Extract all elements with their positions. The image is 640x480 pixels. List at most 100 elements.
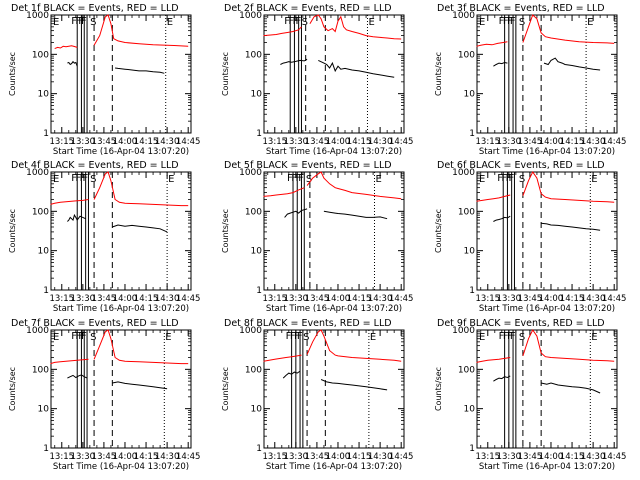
x-axis-label: Start Time (16-Apr-04 13:07:20): [479, 304, 615, 314]
y-tick-label: 1: [469, 129, 475, 139]
y-tick-label: 10: [38, 90, 50, 100]
x-tick-label: 14:30: [155, 294, 180, 304]
y-tick-label: 1000: [26, 11, 49, 21]
detector-panel-4: Det 4f BLACK = Events, RED = LLD 1 10 100 10…: [8, 160, 200, 314]
y-axis-label: Counts/sec: [221, 367, 230, 411]
x-tick-label: 13:45: [305, 294, 330, 304]
events-series-line: [323, 210, 388, 220]
events-series-line: [115, 67, 165, 74]
x-axis-label: Start Time (16-Apr-04 13:07:20): [266, 304, 402, 314]
y-tick-label: 10: [464, 405, 476, 415]
lld-series-line: [522, 14, 615, 44]
end-marker-label-left: E: [53, 174, 59, 185]
x-tick-label: 13:30: [284, 137, 309, 147]
x-tick-label: 14:15: [134, 452, 159, 462]
panel-title: Det 7f BLACK = Events, RED = LLD: [11, 318, 179, 329]
flare-marker-label: F: [298, 173, 304, 184]
flare-marker-label: F: [293, 16, 299, 27]
x-tick-label: 14:45: [602, 452, 627, 462]
x-tick-label: 13:30: [284, 452, 309, 462]
x-axis-label: Start Time (16-Apr-04 13:07:20): [53, 304, 189, 314]
events-series-line: [112, 381, 168, 390]
detector-panel-3: Det 3f BLACK = Events, RED = LLD 1 10 100 10…: [434, 3, 626, 157]
x-tick-label: 14:30: [155, 137, 180, 147]
plot-frame: [50, 171, 192, 291]
flare-marker-label: F: [510, 16, 516, 27]
x-tick-label: 13:30: [284, 294, 309, 304]
flare-marker-label: F: [508, 173, 514, 184]
x-tick-label: 14:00: [113, 452, 138, 462]
y-tick-label: 100: [458, 365, 475, 375]
events-series-line: [67, 213, 86, 222]
flare-marker-label: F: [78, 331, 84, 342]
end-marker-label-left: E: [53, 17, 59, 28]
x-axis-label: Start Time (16-Apr-04 13:07:20): [53, 462, 189, 472]
flare-marker-label: F: [499, 331, 505, 342]
y-tick-label: 1: [43, 129, 49, 139]
events-series-line: [318, 59, 395, 78]
lld-series-line: [522, 171, 615, 203]
flare-marker-label: F: [288, 16, 294, 27]
flare-marker-label: F: [507, 331, 513, 342]
flare-marker-label: F: [71, 173, 77, 184]
y-tick-label: 100: [245, 365, 262, 375]
flare-marker-label: F: [501, 173, 507, 184]
x-tick-label: 14:00: [539, 294, 564, 304]
start-marker-label: S: [519, 17, 525, 28]
x-tick-label: 14:00: [539, 452, 564, 462]
x-tick-label: 14:30: [368, 137, 393, 147]
flare-marker-label: F: [75, 16, 81, 27]
y-tick-label: 1000: [26, 326, 49, 336]
events-series-line: [493, 215, 511, 222]
flare-marker-label: F: [80, 173, 86, 184]
y-tick-label: 100: [458, 207, 475, 217]
x-tick-label: 14:00: [326, 294, 351, 304]
plot-frame: [263, 329, 405, 449]
x-tick-label: 13:45: [518, 294, 543, 304]
flare-marker-label: F: [507, 16, 513, 27]
y-axis-label: Counts/sec: [221, 209, 230, 253]
lld-series-line: [50, 199, 89, 205]
flare-marker-label: F: [82, 173, 88, 184]
x-tick-label: 14:00: [326, 452, 351, 462]
x-tick-label: 14:45: [389, 137, 414, 147]
flare-marker-label: F: [295, 16, 301, 27]
x-tick-label: 14:15: [560, 294, 585, 304]
y-tick-label: 100: [245, 207, 262, 217]
flare-marker-label: F: [506, 173, 512, 184]
lld-series-line: [93, 329, 189, 365]
x-tick-label: 13:30: [497, 137, 522, 147]
x-axis-label: Start Time (16-Apr-04 13:07:20): [266, 462, 402, 472]
flare-marker-label: F: [81, 16, 87, 27]
detector-panel-7: Det 7f BLACK = Events, RED = LLD 1 10 100 10…: [8, 318, 200, 472]
lld-series-line: [476, 194, 511, 202]
lld-series-line: [306, 171, 402, 200]
y-axis-label: Counts/sec: [8, 52, 17, 96]
start-marker-label: S: [519, 332, 525, 343]
lld-series-line: [522, 329, 615, 362]
end-marker-label: E: [368, 17, 374, 28]
y-axis-label: Counts/sec: [434, 367, 443, 411]
lld-series-line: [50, 358, 89, 365]
x-tick-label: 14:30: [581, 137, 606, 147]
detector-panel-6: Det 6f BLACK = Events, RED = LLD 1 10 100 10…: [434, 160, 626, 314]
lld-series-line: [306, 329, 402, 362]
plot-frame: [263, 14, 405, 134]
end-marker-label: E: [591, 174, 597, 185]
x-tick-label: 14:45: [602, 294, 627, 304]
x-tick-label: 13:45: [518, 137, 543, 147]
x-tick-label: 14:15: [347, 452, 372, 462]
events-series-line: [540, 382, 601, 394]
flare-marker-label: F: [75, 331, 81, 342]
x-tick-label: 13:15: [476, 137, 501, 147]
end-marker-label: E: [591, 332, 597, 343]
plot-frame: [476, 329, 618, 449]
end-marker-label-left: E: [479, 17, 485, 28]
detector-panel-1: Det 1f BLACK = Events, RED = LLD 1 10 100 10…: [8, 3, 200, 157]
flare-marker-label: F: [497, 173, 503, 184]
y-tick-label: 10: [464, 247, 476, 257]
flare-marker-label: F: [295, 173, 301, 184]
x-tick-label: 13:45: [92, 294, 117, 304]
x-tick-label: 13:15: [263, 137, 288, 147]
y-tick-label: 1000: [239, 168, 262, 178]
